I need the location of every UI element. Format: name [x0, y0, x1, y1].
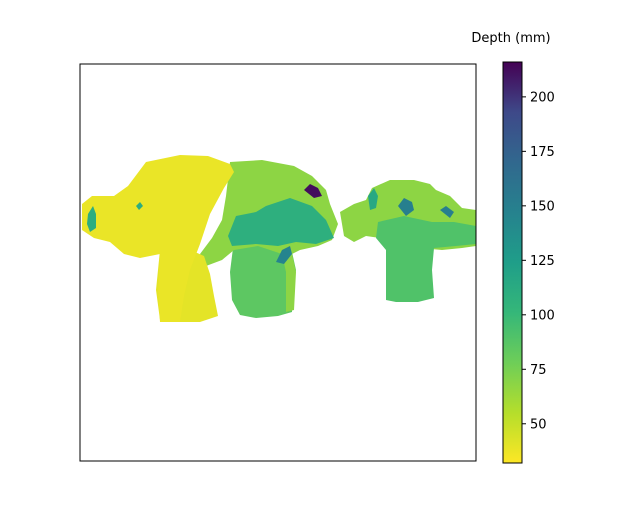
colorbar-tick-label: 200 [530, 90, 555, 105]
colorbar: Depth (mm) 50 75 100 125 150 175 200 [471, 31, 555, 464]
region-small-monkey-eye-left [398, 198, 414, 216]
colorbar-label: Depth (mm) [471, 31, 550, 46]
region-small-monkey-eye-right [440, 206, 454, 218]
colorbar-ticks: 50 75 100 125 150 175 200 [522, 90, 555, 432]
colorbar-tick-label: 75 [530, 363, 547, 378]
region-small-monkey-ear-patch [368, 188, 378, 210]
region-large-monkey-left-ear-patch [87, 206, 96, 232]
colorbar-tick-label: 175 [530, 145, 555, 160]
region-large-monkey-eye-dot [136, 202, 143, 210]
depth-image [80, 64, 476, 461]
colorbar-gradient [503, 62, 522, 463]
region-large-monkey-face [82, 155, 234, 322]
colorbar-tick-label: 150 [530, 199, 555, 214]
colorbar-tick-label: 125 [530, 254, 555, 269]
colorbar-frame [502, 61, 523, 464]
colorbar-tick-label: 50 [530, 417, 547, 432]
colorbar-tick-label: 100 [530, 308, 555, 323]
region-small-monkey-face [376, 216, 476, 302]
region-middle-monkey-teal [228, 198, 334, 246]
region-middle-monkey-dark-spot-left [276, 246, 292, 264]
plot-frame [79, 63, 477, 462]
region-middle-monkey-dark-spot-top [304, 184, 322, 198]
